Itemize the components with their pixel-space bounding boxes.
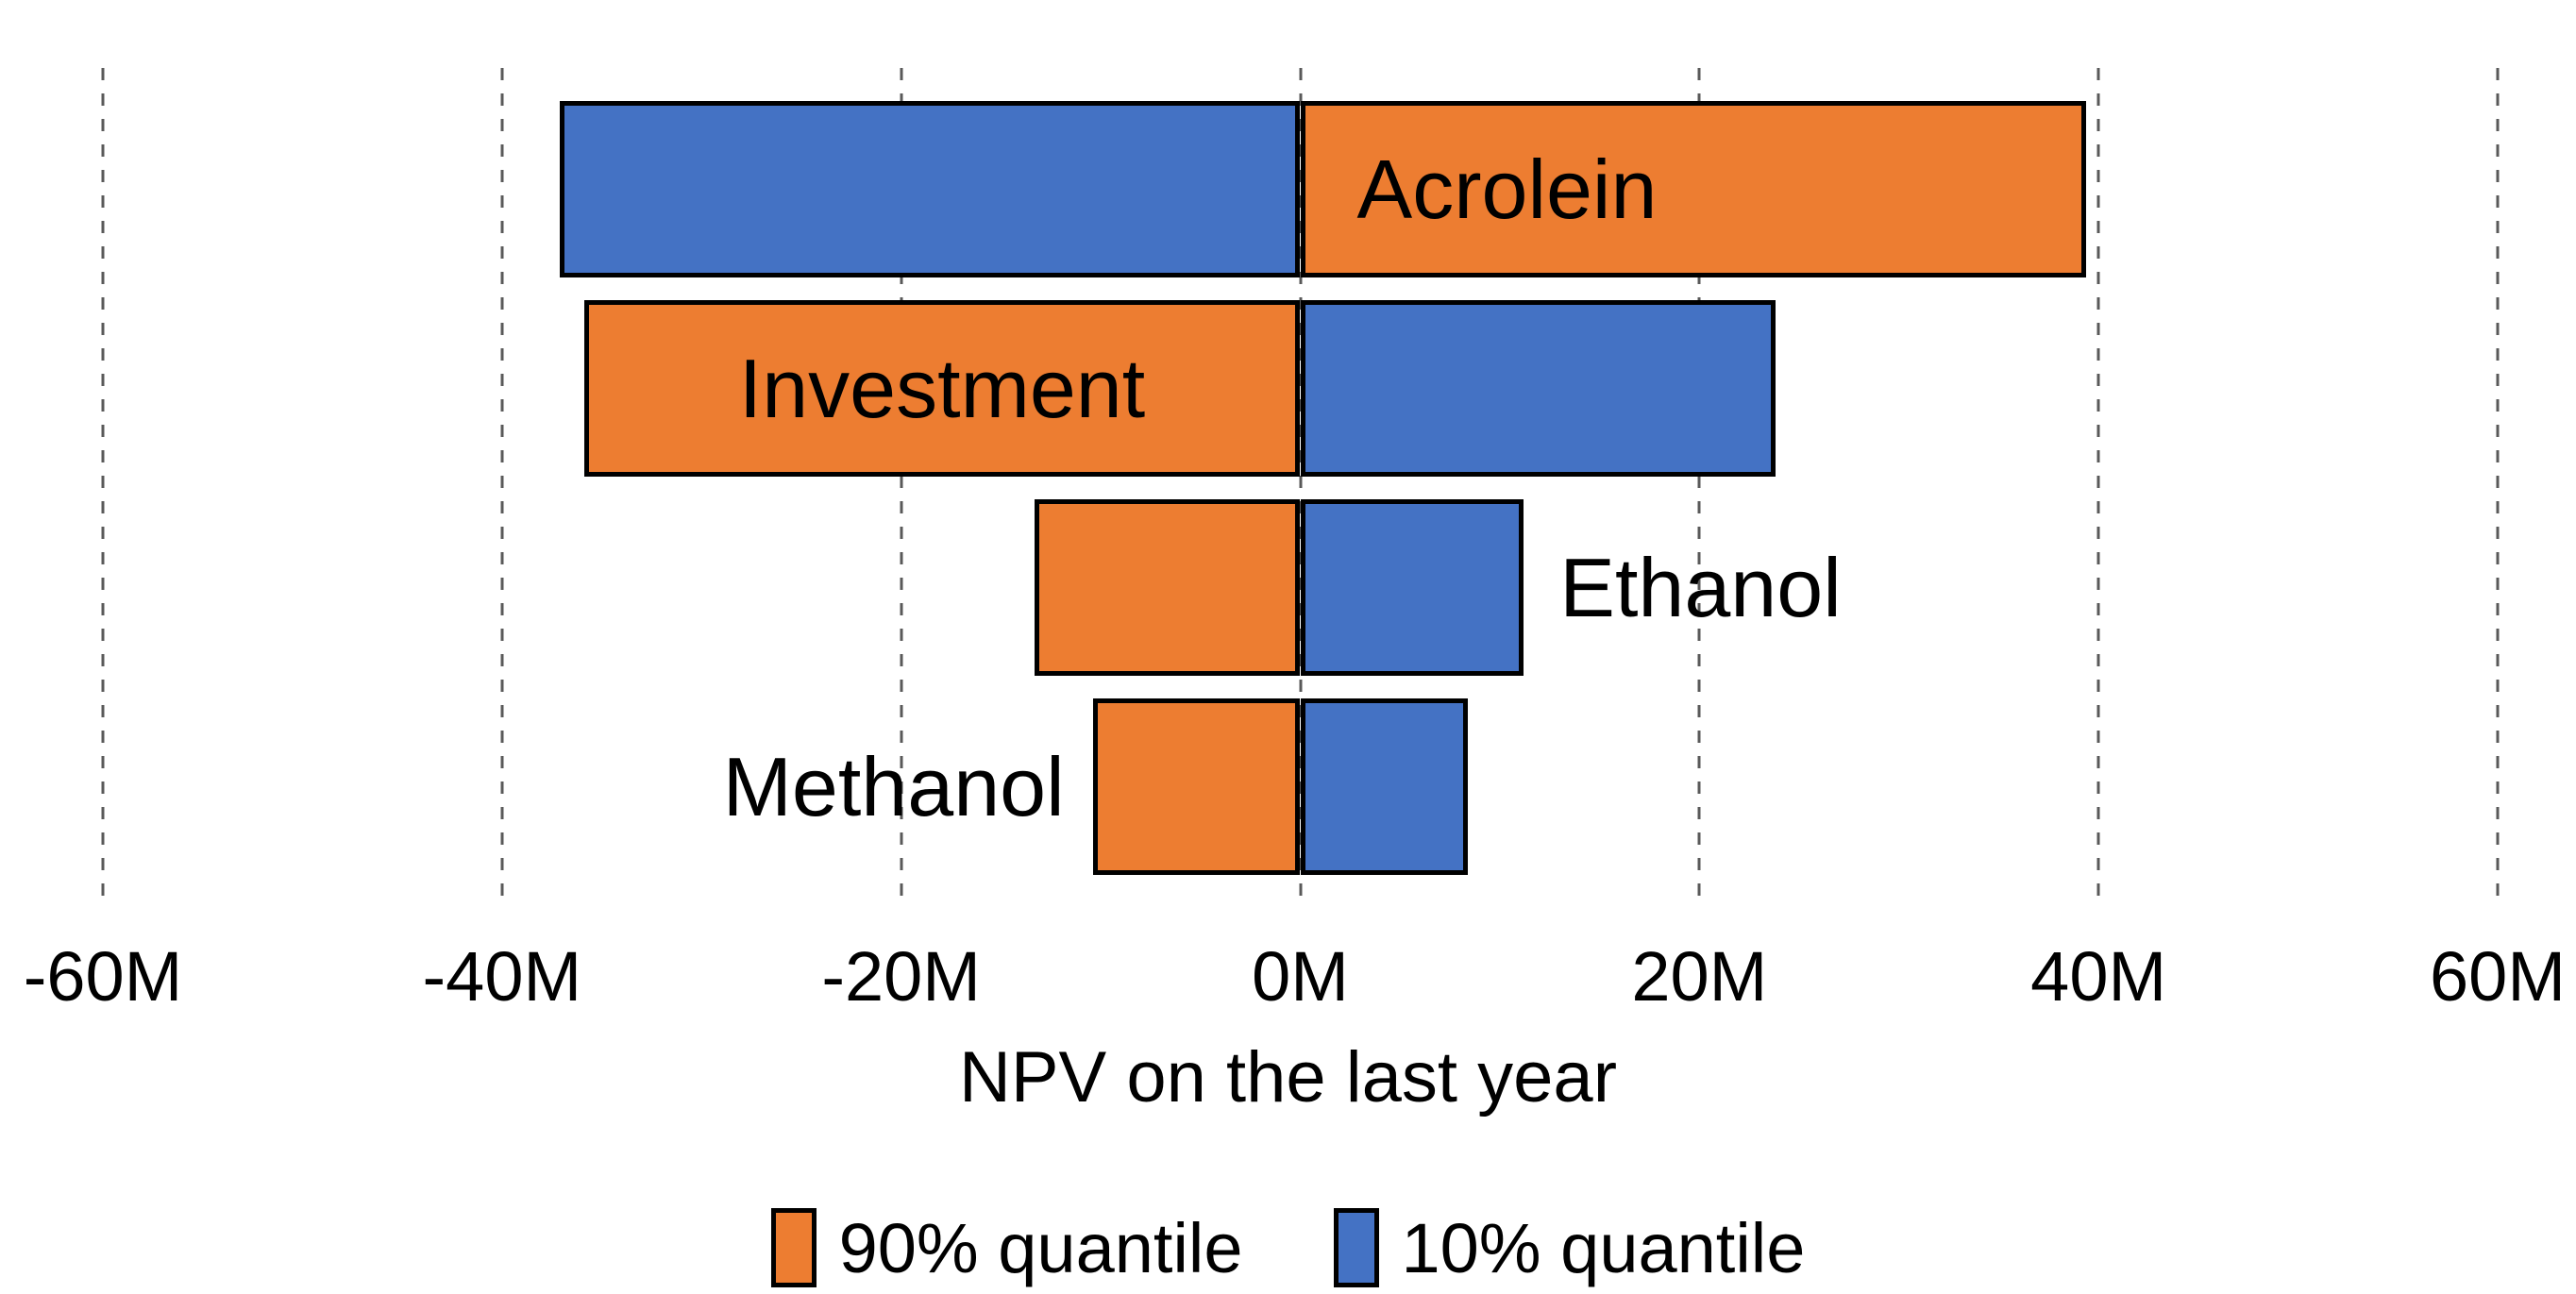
x-axis-ticks: -60M -40M -20M 0M 20M 40M 60M <box>24 936 2566 1016</box>
tick-label-minus20m: -20M <box>821 937 981 1016</box>
legend-item-90-quantile: 90% quantile <box>770 1206 1243 1289</box>
tick-label-0m: 0M <box>1252 937 1349 1016</box>
legend-label-90-quantile: 90% quantile <box>838 1208 1243 1287</box>
tick-label-minus60m: -60M <box>23 937 183 1016</box>
bar-90-quantile-methanol <box>1092 698 1301 875</box>
bar-10-quantile-ethanol <box>1300 499 1524 676</box>
gridline-40m <box>2096 68 2100 909</box>
gridline-20m <box>1697 68 1701 909</box>
legend: 90% quantile 10% quantile <box>0 1206 2576 1289</box>
plot-area: Acrolein Investment Ethanol Methanol <box>101 68 2500 909</box>
bar-90-quantile-acrolein <box>1300 101 2087 277</box>
bar-90-quantile-ethanol <box>1035 499 1301 676</box>
legend-label-10-quantile: 10% quantile <box>1401 1208 1806 1287</box>
gridline-minus20m <box>900 68 903 909</box>
gridline-60m <box>2496 68 2500 909</box>
bar-row-acrolein: Acrolein <box>103 101 2498 277</box>
gridline-0m <box>1299 68 1302 909</box>
bar-10-quantile-investment <box>1300 300 1776 477</box>
tick-label-minus40m: -40M <box>422 937 582 1016</box>
bar-10-quantile-methanol <box>1300 698 1469 875</box>
gridline-minus40m <box>500 68 504 909</box>
gridline-minus60m <box>101 68 105 909</box>
bar-row-ethanol: Ethanol <box>103 499 2498 676</box>
bar-row-methanol: Methanol <box>103 698 2498 875</box>
bar-row-investment: Investment <box>103 300 2498 477</box>
bar-90-quantile-investment <box>583 300 1301 477</box>
legend-item-10-quantile: 10% quantile <box>1333 1206 1806 1289</box>
tick-label-40m: 40M <box>2030 937 2167 1016</box>
legend-swatch-10-quantile <box>1333 1208 1379 1287</box>
category-label-methanol: Methanol <box>722 739 1065 833</box>
tick-label-60m: 60M <box>2430 937 2566 1016</box>
legend-swatch-90-quantile <box>770 1208 817 1287</box>
tick-label-20m: 20M <box>1631 937 1768 1016</box>
x-axis-title: NPV on the last year <box>958 1037 1618 1118</box>
category-label-ethanol: Ethanol <box>1559 540 1842 634</box>
bar-10-quantile-acrolein <box>560 101 1301 277</box>
